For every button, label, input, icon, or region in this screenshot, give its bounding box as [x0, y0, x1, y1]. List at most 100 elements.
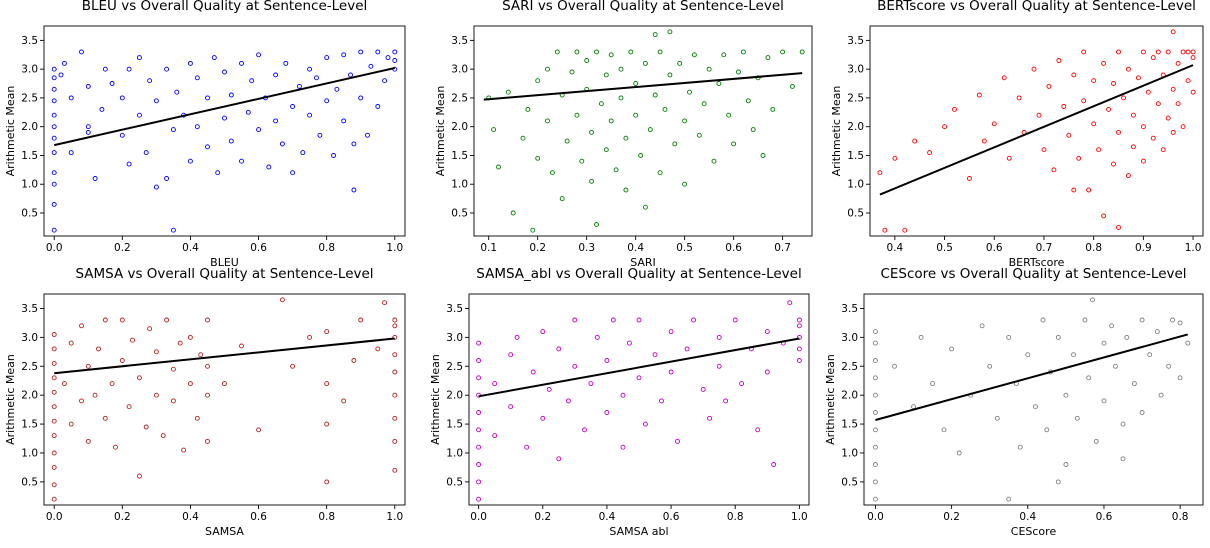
- data-point: [153, 184, 159, 190]
- data-point: [711, 158, 717, 164]
- data-point: [85, 438, 91, 444]
- data-point: [882, 227, 888, 233]
- data-point: [51, 433, 57, 439]
- data-point: [51, 227, 57, 233]
- x-axis-label: SAMSA: [205, 525, 244, 538]
- data-point: [194, 415, 200, 421]
- data-point: [613, 167, 619, 173]
- data-point: [1150, 135, 1156, 141]
- data-point: [796, 358, 802, 363]
- data-point: [348, 72, 353, 78]
- data-point: [1082, 317, 1088, 323]
- data-point: [620, 392, 626, 398]
- data-point: [307, 112, 313, 118]
- data-point: [789, 83, 795, 89]
- data-point: [341, 52, 347, 58]
- data-point: [109, 381, 115, 387]
- data-point: [222, 69, 227, 75]
- data-point: [1071, 187, 1077, 193]
- data-point: [102, 415, 108, 421]
- data-point: [239, 158, 244, 164]
- data-point: [1086, 187, 1092, 193]
- data-point: [392, 415, 398, 421]
- data-point: [618, 66, 624, 72]
- data-point: [1006, 334, 1012, 340]
- data-point: [1185, 340, 1191, 346]
- data-point: [256, 127, 262, 133]
- data-point: [877, 170, 883, 176]
- data-point: [51, 98, 57, 104]
- data-point: [392, 317, 398, 323]
- data-point: [1081, 49, 1087, 55]
- data-point: [540, 329, 546, 335]
- data-point: [314, 75, 319, 81]
- plot-frame: [869, 25, 1204, 237]
- x-axis-label: SARI: [630, 256, 656, 269]
- data-point: [682, 181, 688, 187]
- data-point: [1135, 75, 1141, 81]
- data-point: [492, 381, 498, 387]
- plot-frame: [468, 293, 810, 506]
- x-tick-label: 0.0: [46, 242, 63, 254]
- y-axis-label: Arithmetic Mean: [434, 86, 447, 177]
- data-point: [51, 150, 57, 156]
- data-point: [1170, 29, 1176, 35]
- data-point: [1140, 158, 1146, 164]
- data-point: [780, 49, 786, 55]
- data-point: [205, 438, 210, 444]
- data-point: [51, 360, 57, 366]
- y-tick-label: 2.5: [446, 361, 463, 373]
- data-point: [1044, 427, 1050, 433]
- data-point: [667, 72, 673, 78]
- data-point: [1063, 392, 1069, 398]
- data-point: [736, 69, 741, 75]
- data-point: [546, 386, 552, 392]
- data-point: [1051, 167, 1057, 173]
- data-point: [85, 124, 91, 130]
- data-point: [545, 118, 550, 124]
- data-point: [505, 89, 511, 95]
- data-point: [307, 334, 313, 340]
- data-point: [949, 346, 955, 352]
- data-point: [582, 427, 587, 433]
- data-point: [283, 60, 289, 66]
- data-point: [51, 418, 57, 424]
- data-point: [51, 135, 57, 141]
- data-point: [181, 447, 187, 453]
- data-point: [556, 456, 562, 462]
- data-point: [1165, 49, 1171, 55]
- fit-line: [53, 67, 396, 147]
- data-point: [58, 72, 64, 78]
- data-point: [324, 479, 330, 485]
- y-tick-label: 1.0: [446, 447, 463, 459]
- data-point: [1131, 381, 1137, 387]
- data-point: [79, 49, 84, 55]
- data-point: [745, 98, 751, 104]
- x-tick-label: 0.0: [46, 511, 63, 523]
- data-point: [153, 392, 159, 398]
- data-point: [716, 81, 722, 86]
- chart-panel-4: SAMSA vs Overall Quality at Sentence-Lev…: [4, 266, 406, 538]
- data-point: [633, 112, 639, 118]
- data-points: [51, 297, 398, 502]
- y-tick-label: 3.5: [21, 35, 38, 47]
- data-point: [603, 72, 609, 78]
- data-point: [341, 398, 347, 404]
- data-point: [317, 132, 323, 138]
- y-tick-label: 0.5: [21, 207, 38, 219]
- data-point: [85, 83, 91, 89]
- data-point: [524, 444, 530, 450]
- data-point: [170, 398, 176, 404]
- plot-frame: [43, 293, 406, 506]
- data-point: [273, 118, 279, 124]
- data-point: [540, 415, 546, 421]
- data-point: [365, 132, 370, 138]
- data-point: [545, 66, 550, 72]
- data-point: [981, 138, 987, 144]
- data-point: [1061, 104, 1067, 109]
- y-tick-label: 2.0: [446, 390, 463, 402]
- data-point: [696, 132, 702, 138]
- data-point: [187, 158, 193, 164]
- x-tick-label: 0.4: [886, 242, 903, 254]
